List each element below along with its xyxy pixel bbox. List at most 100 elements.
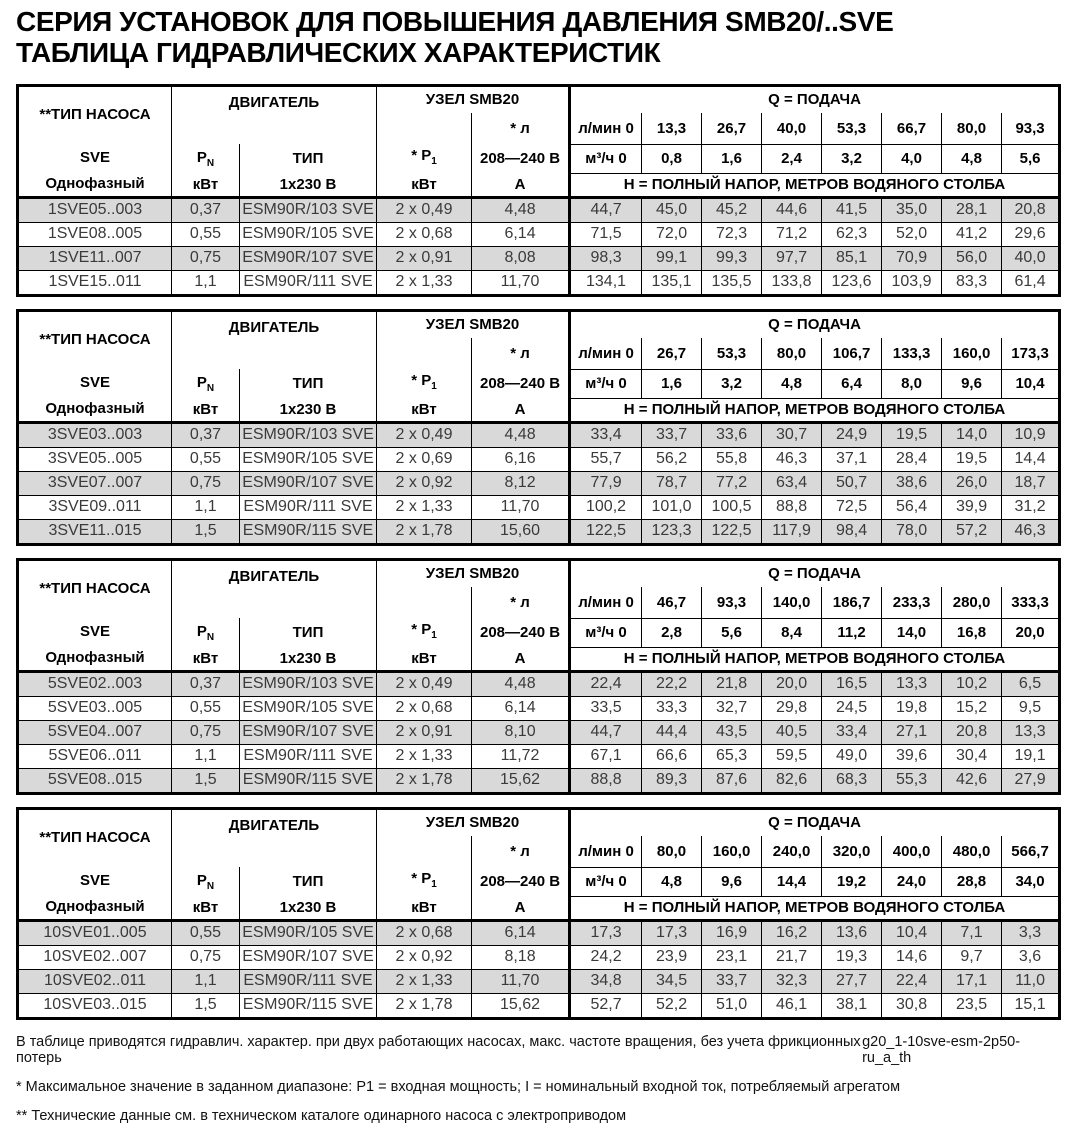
head-value-cell: 72,5 <box>821 494 883 520</box>
motor-type-cell: ESM90R/107 SVE <box>238 719 378 745</box>
current-header: * л <box>471 587 572 619</box>
head-value-cell: 9,5 <box>1001 695 1061 721</box>
pump-model-cell: 1SVE11..007 <box>17 245 172 271</box>
pump-model-cell: 1SVE15..011 <box>17 269 172 296</box>
head-value-cell: 19,8 <box>881 695 943 721</box>
page-title: СЕРИЯ УСТАНОВОК ДЛЯ ПОВЫШЕНИЯ ДАВЛЕНИЯ S… <box>16 6 1058 69</box>
flow-lmin-value: 320,0 <box>821 836 883 868</box>
flow-lmin-value: 133,3 <box>881 338 943 370</box>
current-value-cell: 4,48 <box>471 420 572 448</box>
head-value-cell: 17,3 <box>569 918 643 946</box>
head-value-cell: 39,9 <box>941 494 1003 520</box>
head-value-cell: 88,8 <box>569 767 643 794</box>
q-group-header: Q = ПОДАЧА <box>768 91 861 109</box>
flow-lmin-value: 400,0 <box>881 836 943 868</box>
head-value-cell: 30,8 <box>881 992 943 1019</box>
pn-value-cell: 1,5 <box>171 992 240 1019</box>
head-value-cell: 43,5 <box>701 719 763 745</box>
head-value-cell: 19,5 <box>941 446 1003 472</box>
head-value-cell: 15,2 <box>941 695 1003 721</box>
pump-phase-label: Однофазный <box>45 898 145 916</box>
head-value-cell: 41,5 <box>821 195 883 223</box>
pump-model-cell: 1SVE05..003 <box>17 195 172 223</box>
flow-m3h-value: 3,2 <box>701 369 763 399</box>
ampere-header: А <box>471 173 572 198</box>
head-value-cell: 34,8 <box>569 968 643 994</box>
q-group-header: Q = ПОДАЧА <box>768 565 861 583</box>
table-row: 5SVE03..005 0,55 ESM90R/105 SVE 2 x 0,68 6,1… <box>17 695 1061 721</box>
pump-type-header: **ТИП НАСОСА SVE Однофазный <box>17 559 172 672</box>
p1-unit-header: кВт <box>376 173 473 198</box>
head-value-cell: 55,7 <box>569 446 643 472</box>
flow-m3h-header: м³/ч 0 <box>569 867 643 897</box>
head-value-cell: 6,5 <box>1001 669 1061 697</box>
hydraulic-characteristics-table: **ТИП НАСОСА SVE Однофазный ДВИГАТЕЛЬ УЗЕЛ S… <box>16 557 1062 795</box>
pump-model-cell: 10SVE03..015 <box>17 992 172 1019</box>
current-value-cell: 11,72 <box>471 743 572 769</box>
hydraulic-characteristics-table: **ТИП НАСОСА SVE Однофазный ДВИГАТЕЛЬ УЗЕЛ S… <box>16 83 1062 297</box>
pn-value-cell: 0,55 <box>171 446 240 472</box>
head-value-cell: 21,8 <box>701 669 763 697</box>
head-value-cell: 38,6 <box>881 470 943 496</box>
flow-m3h-value: 4,8 <box>641 867 703 897</box>
motor-type-cell: ESM90R/105 SVE <box>238 695 378 721</box>
head-value-cell: 14,4 <box>1001 446 1061 472</box>
motor-type-header: ТИП <box>239 618 378 648</box>
head-value-cell: 85,1 <box>821 245 883 271</box>
hydraulic-characteristics-table: **ТИП НАСОСА SVE Однофазный ДВИГАТЕЛЬ УЗЕЛ S… <box>16 806 1062 1020</box>
head-value-cell: 11,0 <box>1001 968 1061 994</box>
p1-value-cell: 2 x 0,49 <box>376 195 473 223</box>
head-value-cell: 44,4 <box>641 719 703 745</box>
pump-model-cell: 3SVE03..003 <box>17 420 172 448</box>
head-value-cell: 44,7 <box>569 719 643 745</box>
flow-lmin-value: 106,7 <box>821 338 883 370</box>
head-value-cell: 133,8 <box>761 269 823 296</box>
flow-lmin-value: 160,0 <box>701 836 763 868</box>
head-value-cell: 33,6 <box>701 420 763 448</box>
head-value-cell: 135,1 <box>641 269 703 296</box>
pn-value-cell: 0,37 <box>171 669 240 697</box>
p1-value-cell: 2 x 0,49 <box>376 420 473 448</box>
head-value-cell: 3,6 <box>1001 944 1061 970</box>
head-value-cell: 23,9 <box>641 944 703 970</box>
motor-type-header: ТИП <box>239 144 378 174</box>
pump-model-cell: 5SVE04..007 <box>17 719 172 745</box>
footnote-double-star: ** Технические данные см. в техническом … <box>16 1107 627 1124</box>
ampere-header: А <box>471 896 572 921</box>
head-value-cell: 26,0 <box>941 470 1003 496</box>
p1-value-cell: 2 x 0,91 <box>376 719 473 745</box>
head-value-cell: 51,0 <box>701 992 763 1019</box>
head-value-cell: 52,7 <box>569 992 643 1019</box>
head-value-cell: 33,5 <box>569 695 643 721</box>
hydraulic-table-section-3: **ТИП НАСОСА SVE Однофазный ДВИГАТЕЛЬ УЗЕЛ S… <box>16 557 1062 795</box>
motor-type-header: ТИП <box>239 369 378 399</box>
p1-value-cell: 2 x 1,78 <box>376 767 473 794</box>
footnote-general-row: В таблице приводятся гидравлич. характер… <box>16 1034 1058 1066</box>
head-value-cell: 32,7 <box>701 695 763 721</box>
current-value-cell: 15,62 <box>471 992 572 1019</box>
head-value-cell: 52,0 <box>881 221 943 247</box>
flow-lmin-value: 566,7 <box>1001 836 1060 868</box>
head-value-cell: 46,3 <box>1001 518 1061 545</box>
pn-value-cell: 0,37 <box>171 420 240 448</box>
current-header: * л <box>471 836 572 868</box>
head-value-cell: 42,6 <box>941 767 1003 794</box>
pn-unit-header: кВт <box>171 398 240 423</box>
flow-m3h-value: 4,8 <box>761 369 823 399</box>
voltage-range-header: 208—240 В <box>471 867 572 897</box>
pump-model-cell: 5SVE03..005 <box>17 695 172 721</box>
head-value-cell: 22,4 <box>881 968 943 994</box>
head-value-cell: 27,9 <box>1001 767 1061 794</box>
head-value-cell: 10,4 <box>881 918 943 946</box>
p1-value-cell: 2 x 0,68 <box>376 695 473 721</box>
unit-group-header: УЗЕЛ SMB20 <box>376 808 572 837</box>
head-value-cell: 34,5 <box>641 968 703 994</box>
head-value-cell: 14,6 <box>881 944 943 970</box>
head-note-header: Н = ПОЛНЫЙ НАПОР, МЕТРОВ ВОДЯНОГО СТОЛБА <box>623 176 1006 194</box>
flow-lmin-value: 173,3 <box>1001 338 1060 370</box>
head-value-cell: 77,2 <box>701 470 763 496</box>
head-value-cell: 44,7 <box>569 195 643 223</box>
head-value-cell: 49,0 <box>821 743 883 769</box>
flow-m3h-value: 11,2 <box>821 618 883 648</box>
flow-lmin-value: 480,0 <box>941 836 1003 868</box>
